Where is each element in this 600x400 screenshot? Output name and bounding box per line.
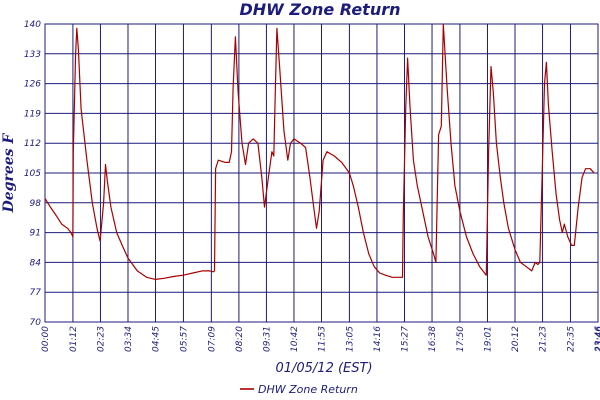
series-layer xyxy=(44,23,595,280)
x-tick-label: 00:00 xyxy=(41,326,51,352)
y-tick-labels: 70 77 84 91 98 105 112 119 126 133 140 xyxy=(24,20,41,328)
x-tick-label: 20:12 xyxy=(511,326,521,352)
x-tick-label: 23:46 xyxy=(595,326,600,352)
legend-label: DHW Zone Return xyxy=(258,383,358,396)
x-tick-label: 11:53 xyxy=(318,326,328,352)
x-tick-label: 05:57 xyxy=(179,326,189,352)
y-tick-label: 91 xyxy=(30,229,41,239)
y-axis-label: Degrees F xyxy=(1,133,17,214)
y-tick-label: 84 xyxy=(30,258,42,268)
x-tick-label: 09:31 xyxy=(262,326,272,352)
x-axis-label: 01/05/12 (EST) xyxy=(275,361,372,376)
x-tick-label: 19:01 xyxy=(483,326,493,352)
chart-title: DHW Zone Return xyxy=(240,0,401,19)
y-tick-label: 70 xyxy=(30,318,42,328)
x-tick-label: 16:38 xyxy=(428,326,438,352)
grid xyxy=(44,23,599,323)
x-tick-label: 23:46 xyxy=(594,326,600,352)
x-tick-label: 15:27 xyxy=(400,326,410,352)
x-tick-label: 21:23 xyxy=(539,326,549,352)
x-tick-label: 10:42 xyxy=(290,326,300,352)
y-tick-label: 77 xyxy=(30,288,42,298)
y-tick-label: 105 xyxy=(24,169,41,179)
x-tick-label: 08:20 xyxy=(235,326,245,352)
y-tick-label: 126 xyxy=(24,80,41,90)
legend: DHW Zone Return xyxy=(240,383,358,396)
x-tick-label: 07:09 xyxy=(207,326,217,352)
x-tick-label: 22:35 xyxy=(566,326,576,352)
y-tick-label: 112 xyxy=(24,139,41,149)
y-tick-label: 119 xyxy=(24,109,41,119)
x-tick-label: 02:23 xyxy=(96,326,106,352)
y-tick-label: 140 xyxy=(24,20,41,30)
x-tick-label: 01:12 xyxy=(69,326,79,352)
y-tick-label: 133 xyxy=(24,50,41,60)
x-tick-label: 03:34 xyxy=(124,326,134,352)
x-tick-label: 13:05 xyxy=(345,326,355,352)
x-tick-label: 04:45 xyxy=(152,326,162,352)
x-tick-label: 14:16 xyxy=(373,326,383,352)
y-tick-label: 98 xyxy=(30,199,42,209)
x-tick-labels: 00:00 01:12 02:23 03:34 04:45 05:57 07:09 08:20… xyxy=(41,326,600,352)
x-tick-label: 17:50 xyxy=(456,326,466,352)
series-line-0 xyxy=(44,23,595,280)
plot-frame xyxy=(44,23,599,323)
